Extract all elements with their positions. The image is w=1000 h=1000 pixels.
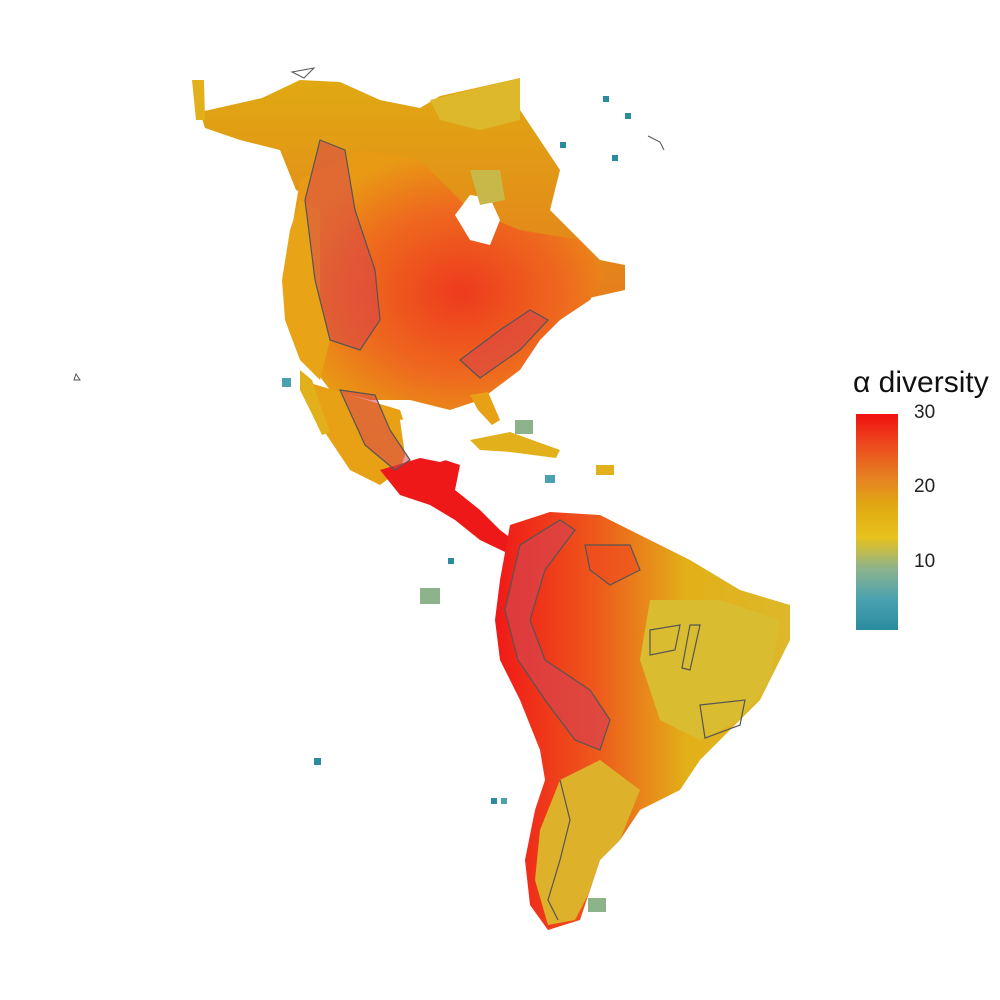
baja xyxy=(300,370,330,435)
island-pixel xyxy=(560,142,566,148)
andes xyxy=(504,519,611,751)
islands xyxy=(282,96,631,912)
arctic-island xyxy=(290,67,316,79)
brazil-highland-2 xyxy=(681,624,701,671)
hawaii xyxy=(73,372,81,381)
island-pixel xyxy=(588,898,606,912)
hudson-bay-hole xyxy=(455,195,500,245)
southern-cone-yellow xyxy=(535,760,640,925)
island-pixel xyxy=(596,465,614,475)
appalachians xyxy=(459,309,549,379)
island-pixel xyxy=(420,588,440,604)
florida xyxy=(470,392,500,425)
island-pixel xyxy=(491,798,497,804)
brazil-highland-1 xyxy=(649,624,681,656)
brazil-east xyxy=(640,600,780,740)
cuba xyxy=(470,432,560,458)
island-pixel xyxy=(603,96,609,102)
sierra-madre xyxy=(339,389,411,471)
na-highlands xyxy=(304,139,549,471)
island-pixel xyxy=(612,155,618,161)
legend-tick-mark xyxy=(898,487,906,490)
legend-colorbar xyxy=(856,414,898,630)
legend-title: α diversity xyxy=(853,366,989,399)
patagonia-line xyxy=(547,779,571,921)
sa-highlands xyxy=(504,519,746,921)
baffin-fringe xyxy=(430,78,520,130)
island-pixel xyxy=(515,420,533,434)
legend-tick-label: 10 xyxy=(914,550,936,572)
greenland-edge xyxy=(470,170,505,205)
island-pixel xyxy=(545,475,555,483)
brazil-highland-3 xyxy=(699,699,746,739)
gulf-of-mexico-hole xyxy=(400,412,480,462)
north-america xyxy=(192,78,625,552)
central-america xyxy=(380,455,520,552)
legend-tick-label: 20 xyxy=(914,476,936,498)
alaska-west-tip xyxy=(192,80,205,120)
legend-tick-label: 30 xyxy=(914,402,936,423)
outline-islands xyxy=(73,67,665,381)
guiana-highlands xyxy=(584,544,641,586)
island-pixel xyxy=(448,558,454,564)
island-pixel xyxy=(314,758,321,765)
greenland-tip xyxy=(647,135,665,151)
island-pixel xyxy=(282,378,291,387)
island-pixel xyxy=(501,798,507,804)
island-pixel xyxy=(625,113,631,119)
rocky-mountains xyxy=(304,139,381,351)
legend-tick-mark xyxy=(898,561,906,564)
legend-tick-mark xyxy=(898,413,906,415)
